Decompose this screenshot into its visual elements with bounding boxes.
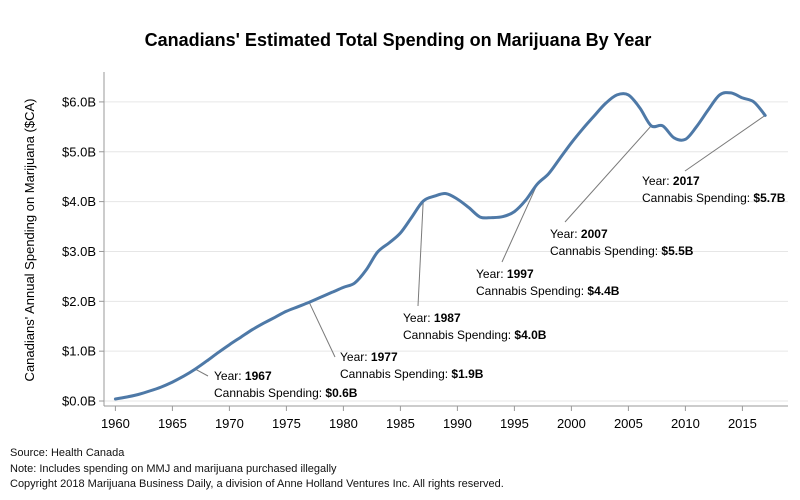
x-tick-label: 2005	[614, 416, 643, 431]
annotations: Year: 1967 Cannabis Spending: $0.6B Year: …	[214, 174, 786, 400]
y-tick-label: $1.0B	[62, 344, 96, 359]
annotation-spending: Cannabis Spending: $4.4B	[476, 284, 620, 298]
annotation-year: Year: 2017	[642, 174, 700, 188]
annotation-spend-prefix: Cannabis Spending:	[403, 328, 514, 342]
annotation-year-value: 2007	[581, 227, 608, 241]
annotation-year-value: 1967	[245, 369, 272, 383]
series-line	[113, 91, 767, 401]
y-tick-label: $0.0B	[62, 394, 96, 409]
annotation-spend-value: $0.6B	[325, 386, 357, 400]
annotation-year: Year: 1967	[214, 369, 272, 383]
annotation-spend-value: $1.9B	[451, 367, 483, 381]
y-tick-label: $5.0B	[62, 144, 96, 159]
annotation-year-value: 2017	[673, 174, 700, 188]
annotation-spending: Cannabis Spending: $5.7B	[642, 191, 786, 205]
annotation-spending: Cannabis Spending: $4.0B	[403, 328, 547, 342]
annotation-spend-prefix: Cannabis Spending:	[642, 191, 753, 205]
annotation-leaders	[194, 114, 766, 377]
y-axis-label: Canadians' Annual Spending on Marijuana …	[22, 99, 37, 382]
x-tick-label: 2015	[728, 416, 757, 431]
annotation-spend-value: $4.4B	[587, 284, 619, 298]
chart-footer: Source: Health Canada Note: Includes spe…	[10, 446, 504, 493]
annotation-spend-prefix: Cannabis Spending:	[550, 244, 661, 258]
annotation-spending: Cannabis Spending: $1.9B	[340, 367, 484, 381]
y-tick-label: $4.0B	[62, 194, 96, 209]
x-tick-label: 1965	[158, 416, 187, 431]
annotation-spend-prefix: Cannabis Spending:	[476, 284, 587, 298]
annotation-leader-line	[684, 114, 766, 172]
annotation-leader-line	[417, 201, 424, 307]
annotation-spending: Cannabis Spending: $5.5B	[550, 244, 694, 258]
x-tick-label: 2000	[557, 416, 586, 431]
x-tick-label: 1995	[500, 416, 529, 431]
annotation-spend-value: $4.0B	[514, 328, 546, 342]
annotation-year-value: 1997	[507, 267, 534, 281]
annotation-year-value: 1987	[434, 311, 461, 325]
axes: $0.0B $1.0B $2.0B $3.0B $4.0B $5.0B $6.0B 1960 1…	[62, 72, 788, 431]
annotation-year: Year: 2007	[550, 227, 608, 241]
annotation-year-prefix: Year:	[550, 227, 581, 241]
annotation-spend-value: $5.5B	[661, 244, 693, 258]
y-tick-label: $2.0B	[62, 294, 96, 309]
x-tick-label: 1985	[386, 416, 415, 431]
annotation-spend-prefix: Cannabis Spending:	[214, 386, 325, 400]
y-tick-label: $6.0B	[62, 94, 96, 109]
annotation-leader-line	[194, 368, 209, 377]
annotation-spending: Cannabis Spending: $0.6B	[214, 386, 358, 400]
annotation-year-prefix: Year:	[214, 369, 245, 383]
y-tick-label: $3.0B	[62, 244, 96, 259]
annotation-year-prefix: Year:	[476, 267, 507, 281]
annotation-year: Year: 1977	[340, 350, 398, 364]
x-tick-label: 1990	[443, 416, 472, 431]
annotation-year: Year: 1987	[403, 311, 461, 325]
x-tick-label: 1960	[101, 416, 130, 431]
copyright-note: Copyright 2018 Marijuana Business Daily,…	[10, 478, 504, 490]
annotation-leader-line	[501, 183, 538, 263]
x-tick-label: 1970	[215, 416, 244, 431]
annotation-year-prefix: Year:	[642, 174, 673, 188]
annotation-spend-value: $5.7B	[753, 191, 785, 205]
annotation-year: Year: 1997	[476, 267, 534, 281]
annotation-leader-line	[564, 125, 652, 223]
annotation-year-prefix: Year:	[340, 350, 371, 364]
annotation-spend-prefix: Cannabis Spending:	[340, 367, 451, 381]
annotation-year-value: 1977	[371, 350, 398, 364]
line-chart: Canadians' Estimated Total Spending on M…	[22, 30, 788, 431]
x-tick-label: 1980	[329, 416, 358, 431]
x-tick-label: 1975	[272, 416, 301, 431]
annotation-leader-line	[308, 302, 336, 358]
x-tick-label: 2010	[671, 416, 700, 431]
source-note: Source: Health Canada	[10, 447, 125, 459]
chart-title: Canadians' Estimated Total Spending on M…	[145, 30, 652, 50]
footnote: Note: Includes spending on MMJ and marij…	[10, 462, 337, 475]
annotation-year-prefix: Year:	[403, 311, 434, 325]
series	[113, 91, 767, 401]
